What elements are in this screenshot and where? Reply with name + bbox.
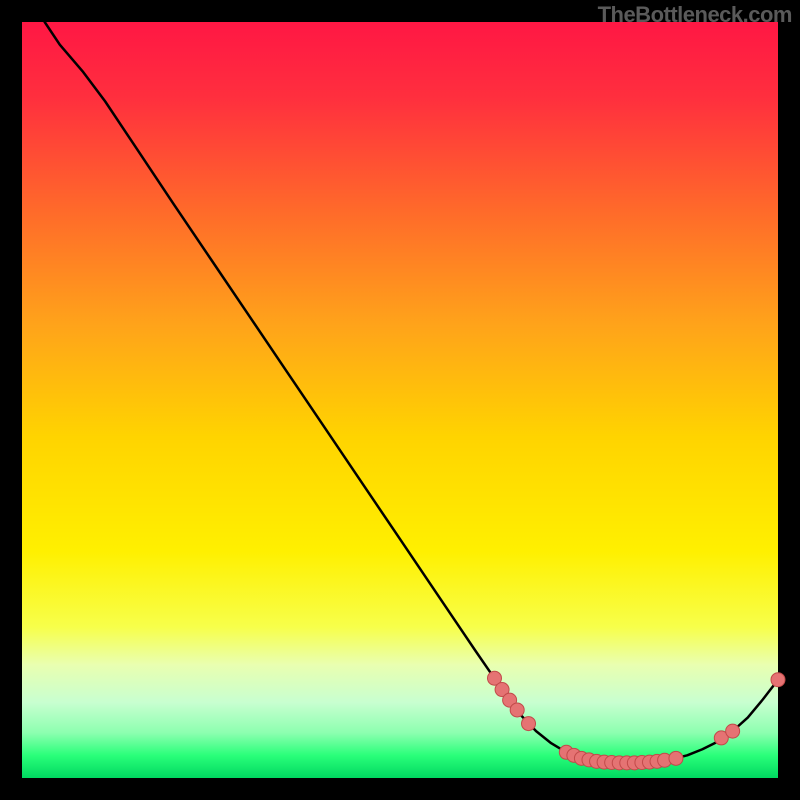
chart-container: TheBottleneck.com	[0, 0, 800, 800]
data-marker	[771, 673, 785, 687]
data-marker	[522, 717, 536, 731]
data-marker	[510, 703, 524, 717]
data-marker	[669, 751, 683, 765]
data-marker	[726, 724, 740, 738]
plot-background	[22, 22, 778, 778]
watermark-label: TheBottleneck.com	[598, 2, 792, 28]
bottleneck-chart	[0, 0, 800, 800]
